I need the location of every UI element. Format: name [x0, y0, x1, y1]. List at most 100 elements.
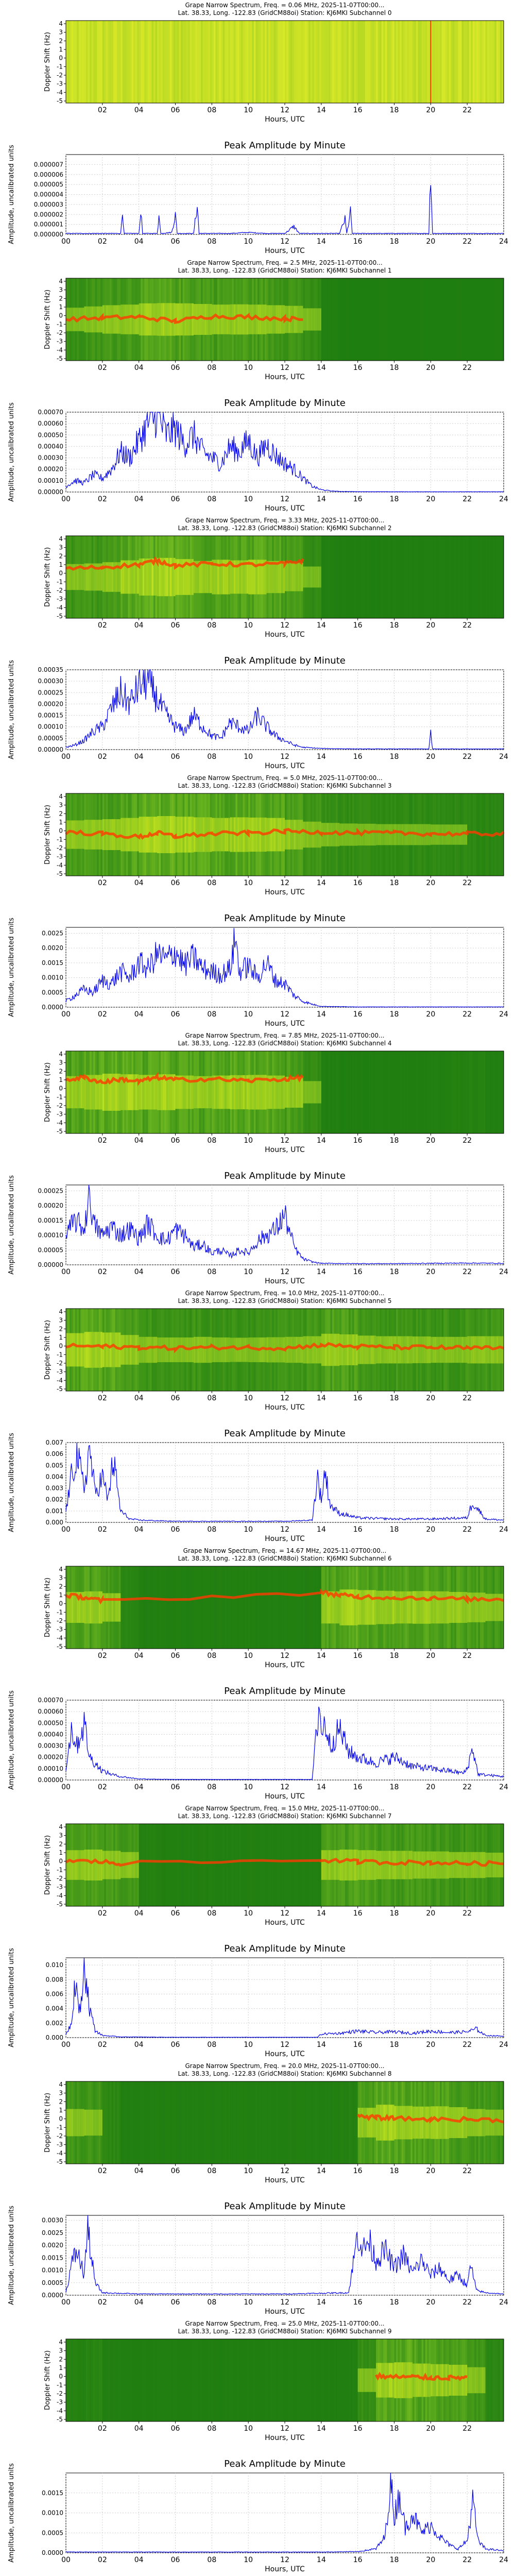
spectrogram-band	[171, 1074, 174, 1110]
spectrogram-column	[377, 21, 380, 103]
spectrogram-band	[222, 304, 225, 334]
spectrogram-band	[201, 1336, 203, 1363]
spectrogram-column	[252, 1824, 254, 1906]
spectrogram-band	[197, 561, 200, 594]
spectrogram-band	[460, 2365, 462, 2396]
spectrogram-column	[151, 1824, 154, 1906]
spectrogram-band	[347, 823, 349, 846]
spectrogram-band	[319, 1081, 322, 1104]
spectrogram-band	[245, 560, 247, 594]
amplitude-panel: Peak Amplitude by Minute0.00000.00050.00…	[8, 913, 508, 1028]
y-tick-label: 0.00050	[38, 1719, 63, 1726]
spectrogram-band	[241, 304, 244, 335]
spectrogram-band	[246, 560, 249, 594]
spectrogram-band	[372, 1335, 375, 1364]
spectrogram-column	[310, 1824, 313, 1906]
x-tick-label: 22	[462, 2167, 472, 2175]
spectrogram-column	[363, 1051, 366, 1133]
spectrogram-column	[440, 1051, 442, 1133]
y-tick-label: 0.00030	[38, 454, 63, 462]
spectrogram-column	[332, 278, 335, 361]
spectrogram-band	[157, 1074, 160, 1110]
spectrogram-column	[67, 2339, 70, 2421]
spectrogram-band	[454, 1592, 457, 1623]
spectrogram-column	[394, 278, 397, 361]
spectrogram-column	[192, 21, 194, 103]
y-tick-label: 0.004	[46, 2005, 63, 2012]
spectrogram-band	[425, 1591, 427, 1624]
spectrogram-column	[283, 1824, 285, 1906]
spectrogram-band	[162, 1337, 165, 1362]
spectrogram-band	[451, 1336, 453, 1363]
spectrogram-column	[292, 1824, 295, 1906]
spectrogram-band	[403, 1336, 406, 1364]
spectrogram-band	[199, 304, 201, 335]
spectrogram-column	[239, 1824, 242, 1906]
spectrogram-column	[416, 536, 419, 618]
spectrogram-band	[270, 818, 272, 852]
spectrogram-band	[133, 1074, 136, 1110]
spectrogram-column	[401, 536, 404, 618]
y-axis-label: Amplitude, uncalibrated units	[8, 2463, 15, 2563]
spectrogram-band	[208, 1336, 211, 1363]
spectrogram-column	[141, 2081, 143, 2164]
spectrogram-band	[115, 1332, 117, 1367]
x-tick-label: 00	[61, 2556, 71, 2564]
spectrogram-column	[204, 21, 207, 103]
spectrogram-column	[148, 2339, 150, 2421]
spectrogram-column	[500, 21, 503, 103]
spectrogram-column	[141, 2339, 143, 2421]
spectrogram-band	[133, 1335, 136, 1365]
spectrogram-band	[438, 1851, 440, 1879]
spectrogram-column	[434, 536, 437, 618]
spectrogram-column	[347, 2339, 349, 2421]
spectrogram-column	[317, 1566, 320, 1649]
spectrogram-band	[217, 560, 220, 595]
spectrogram-column	[113, 2339, 116, 2421]
spectrogram-column	[281, 2339, 284, 2421]
spectrogram-band	[197, 1076, 200, 1109]
x-tick-label: 04	[134, 753, 144, 761]
spectrogram-band	[410, 1336, 413, 1364]
spectrogram-column	[465, 1051, 468, 1133]
amplitude-title: Peak Amplitude by Minute	[224, 913, 346, 924]
x-axis-label: Hours, UTC	[265, 2050, 305, 2058]
spectrogram-column	[265, 2339, 267, 2421]
x-tick-label: 20	[426, 1652, 435, 1660]
spectrogram-band	[113, 1074, 116, 1111]
spectrogram-column	[272, 2081, 274, 2164]
spectrogram-column	[126, 1566, 129, 1649]
spectrogram-column	[339, 278, 342, 361]
spectrogram-column	[398, 536, 400, 618]
x-tick-label: 20	[426, 495, 435, 503]
y-tick-label: 0.0015	[42, 2254, 63, 2261]
spectrogram-band	[359, 2368, 362, 2392]
spectrogram-column	[292, 2339, 295, 2421]
spectrogram-column	[294, 1824, 296, 1906]
spectrogram-column	[222, 2339, 225, 2421]
spectrogram-column	[149, 21, 152, 103]
y-tick-label: 3	[59, 1574, 63, 1582]
spectrogram-column	[500, 278, 503, 361]
spectrogram-column	[467, 1051, 470, 1133]
y-tick-label: -4	[57, 89, 63, 96]
spectrogram-band	[383, 1336, 386, 1364]
spectrogram-column	[146, 1824, 148, 1906]
spectrogram-column	[441, 21, 444, 103]
spectrogram-column	[492, 1051, 495, 1133]
spectrogram-band	[484, 2109, 486, 2137]
spectrogram-band	[88, 563, 90, 591]
spectrogram-band	[303, 308, 305, 331]
amplitude-panel: Peak Amplitude by Minute0.000000.000050.…	[8, 1171, 508, 1285]
spectrogram-column	[135, 2081, 138, 2164]
spectrogram-column	[239, 2081, 242, 2164]
spectrogram-column	[97, 2339, 99, 2421]
spectrogram-band	[420, 2106, 422, 2139]
spectrogram-column	[324, 2339, 328, 2421]
spectrogram-column	[78, 2339, 81, 2421]
x-tick-label: 00	[61, 2298, 71, 2307]
spectrogram-column	[273, 21, 276, 103]
spectrogram-column	[440, 278, 442, 361]
spectrogram-column	[206, 1566, 209, 1649]
spectrogram-band	[137, 1852, 140, 1878]
